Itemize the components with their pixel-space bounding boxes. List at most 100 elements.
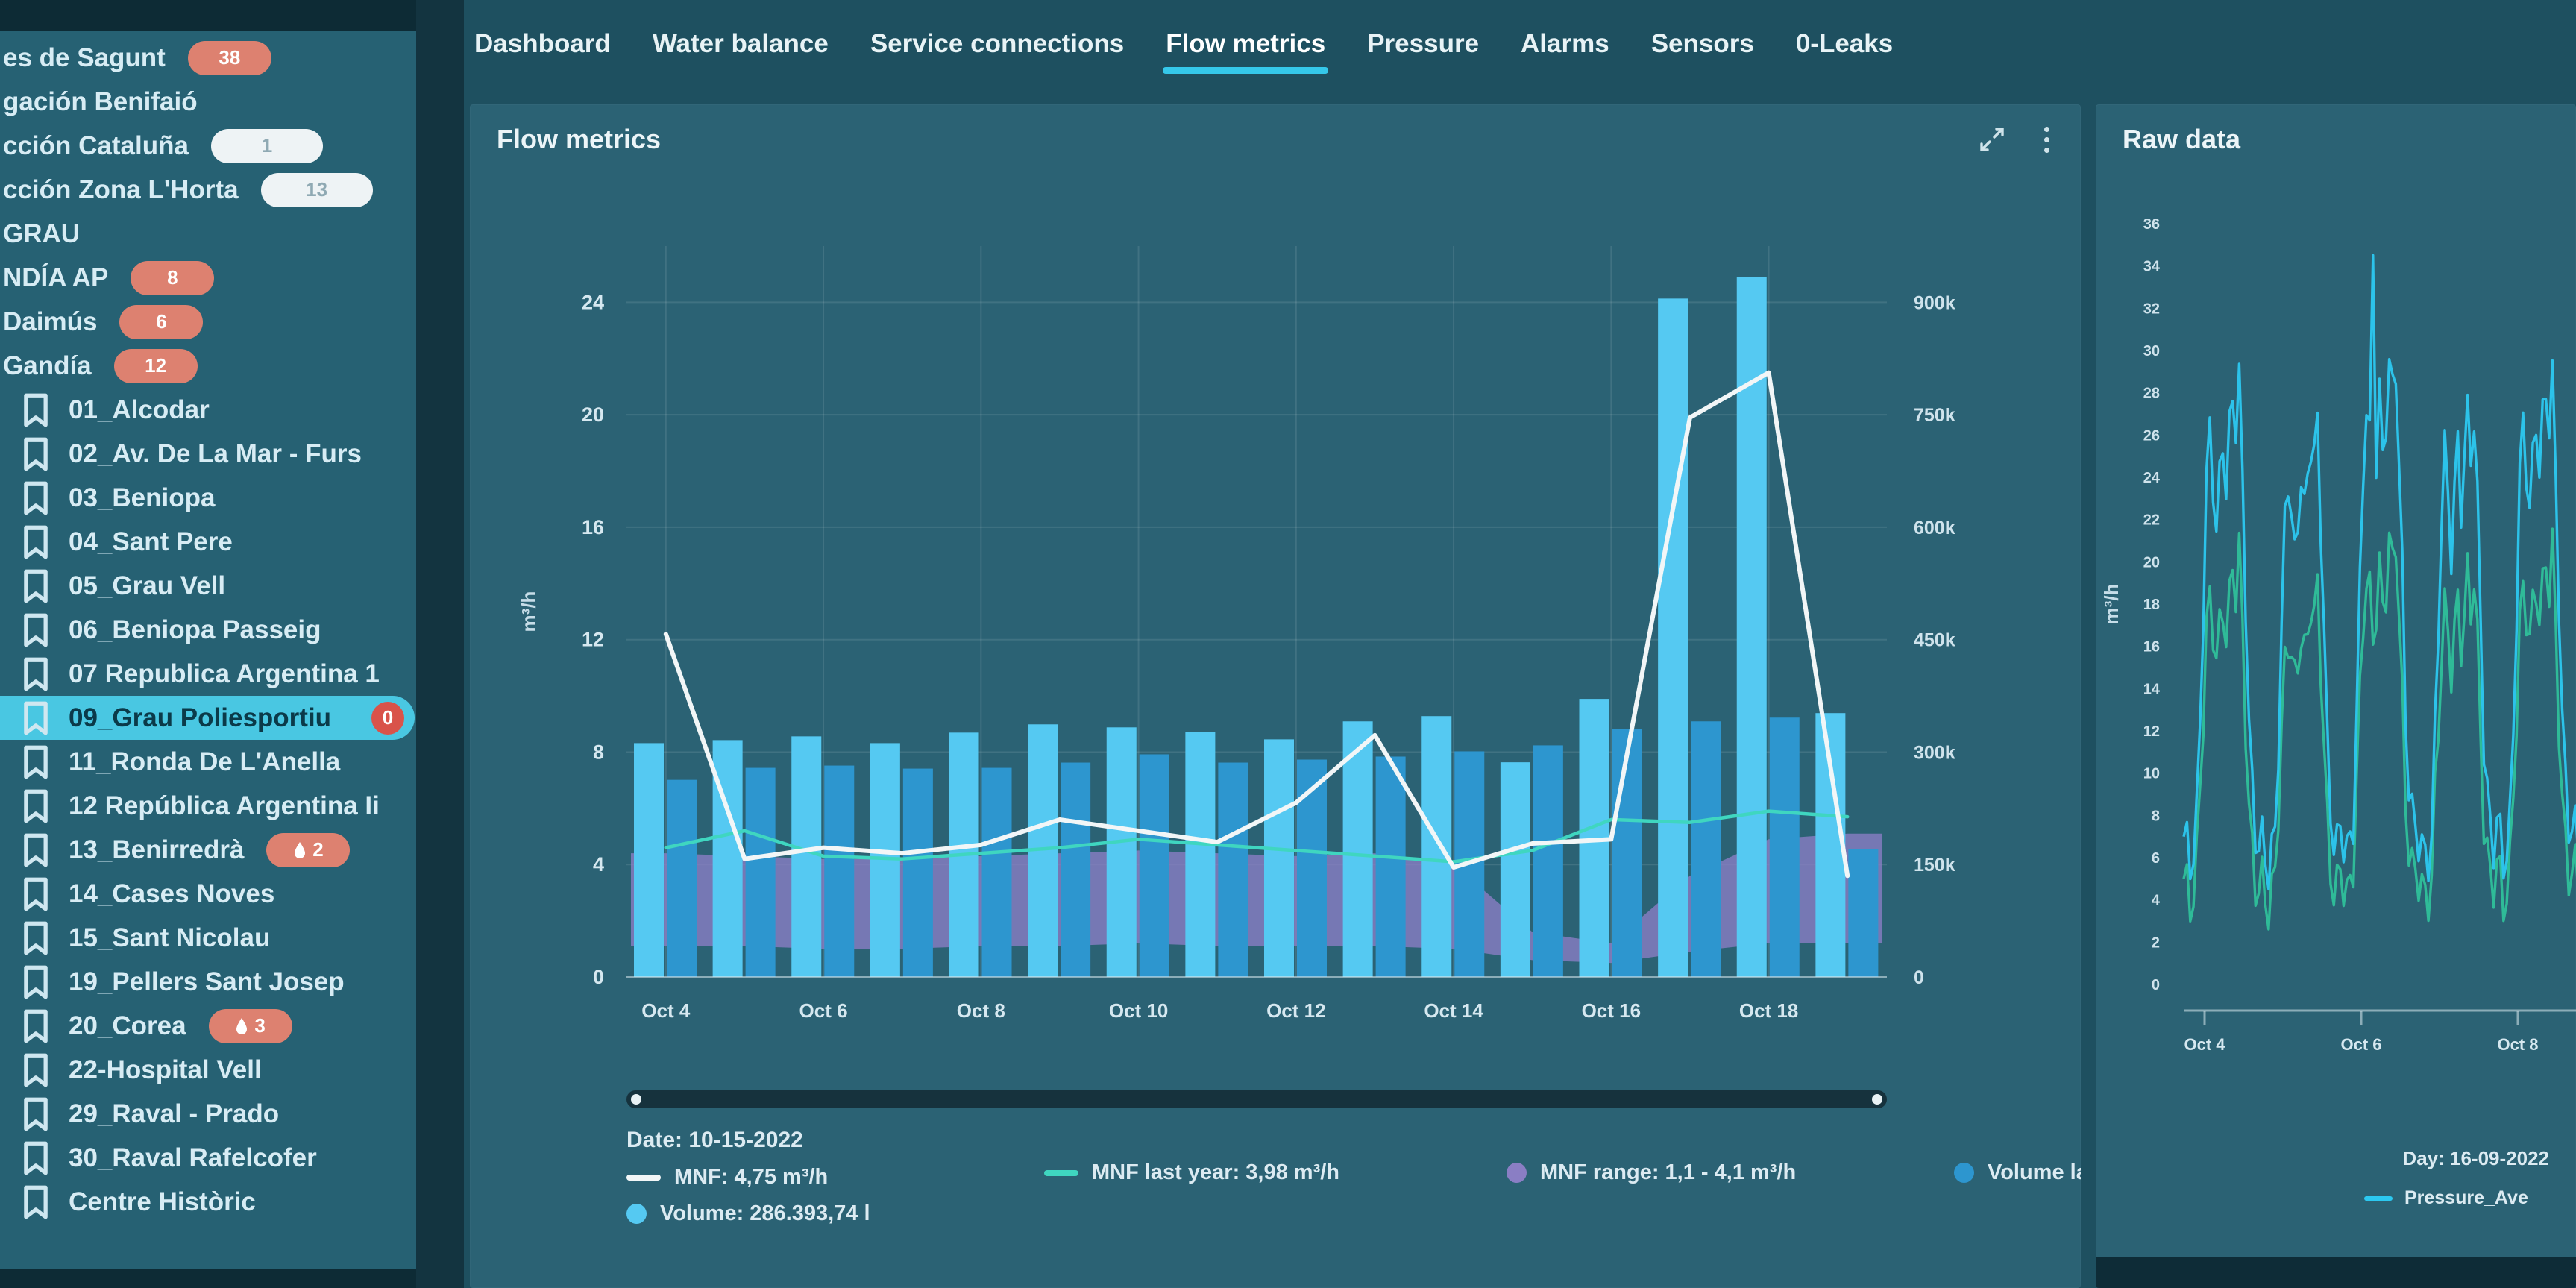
count-badge: 8 [131, 260, 215, 295]
kebab-menu-icon[interactable] [2040, 125, 2054, 154]
flow-chart-scrollbar[interactable] [626, 1090, 1887, 1108]
bookmark-icon [24, 1097, 48, 1131]
sidebar-item[interactable]: 02_Av. De La Mar - Furs [0, 432, 416, 476]
nav-tabs: Dashboard Water balance Service connection… [464, 0, 2576, 88]
svg-text:Oct 18: Oct 18 [1739, 999, 1799, 1022]
bookmark-icon [24, 613, 48, 647]
mnf-last-year-line-swatch [1044, 1169, 1078, 1176]
legend-item-volume-last-year[interactable]: Volume last year: 274.531,22 l [1954, 1160, 2081, 1185]
sidebar-item-label: 06_Beniopa Passeig [69, 615, 321, 644]
svg-text:Oct 6: Oct 6 [799, 999, 848, 1022]
expand-icon[interactable] [1979, 126, 2005, 153]
sidebar-item[interactable]: es de Sagunt 38 [0, 36, 416, 80]
bookmark-icon [24, 701, 48, 735]
svg-text:Oct 4: Oct 4 [641, 999, 691, 1022]
count-badge: 12 [113, 348, 198, 383]
sidebar-item[interactable]: 05_Grau Vell [0, 564, 416, 608]
svg-text:Oct 14: Oct 14 [1424, 999, 1483, 1022]
sidebar-item[interactable]: Centre Històric [0, 1180, 416, 1224]
sidebar-item[interactable]: Daimús 6 [0, 300, 416, 344]
sidebar-item[interactable]: gación Benifaió [0, 80, 416, 124]
sidebar-item-label: 02_Av. De La Mar - Furs [69, 439, 362, 468]
tab-service-connections[interactable]: Service connections [870, 29, 1125, 58]
tab-flow-metrics[interactable]: Flow metrics [1163, 29, 1329, 74]
sidebar-item[interactable]: 09_Grau Poliesportiu 0 [0, 696, 415, 740]
scrollbar-right-handle[interactable] [1872, 1094, 1882, 1105]
flow-chart-svg[interactable]: Oct 4 Oct 6 Oct 8 Oct 10 Oct 12 Oct 14 Oct 16 O… [492, 194, 2058, 1059]
tab-pressure[interactable]: Pressure [1367, 29, 1480, 58]
sidebar-item[interactable]: GRAU [0, 212, 416, 256]
svg-text:900k: 900k [1914, 292, 1955, 313]
sidebar-item[interactable]: 04_Sant Pere [0, 520, 416, 564]
svg-text:Oct 8: Oct 8 [957, 999, 1005, 1022]
sidebar-item[interactable]: 19_Pellers Sant Josep [0, 960, 416, 1004]
sidebar-item[interactable]: 29_Raval - Prado [0, 1092, 416, 1136]
tab-alarms[interactable]: Alarms [1521, 29, 1609, 58]
bookmark-icon [24, 393, 48, 427]
sidebar-item[interactable]: 20_Corea 3 [0, 1004, 416, 1048]
svg-text:m³/h: m³/h [518, 591, 540, 632]
sidebar-item-label: 05_Grau Vell [69, 571, 226, 600]
sidebar-item[interactable]: 12 República Argentina Ii [0, 784, 416, 828]
svg-text:450k: 450k [1914, 630, 1955, 651]
count-badge: 13 [260, 172, 373, 207]
main-area: Dashboard Water balance Service connection… [464, 0, 2576, 1288]
svg-text:34: 34 [2143, 259, 2161, 275]
tab-sensors[interactable]: Sensors [1650, 29, 1754, 58]
sidebar-item-label: gación Benifaió [3, 87, 198, 116]
sidebar-item-label: 14_Cases Noves [69, 879, 275, 908]
sidebar-item-label: 11_Ronda De L'Anella [69, 747, 341, 776]
count-badge: 38 [187, 40, 271, 75]
bookmark-icon [24, 1053, 48, 1087]
sidebar-item[interactable]: NDÍA AP 8 [0, 256, 416, 300]
sidebar-item[interactable]: 07 Republica Argentina 1 [0, 652, 416, 696]
sidebar-item[interactable]: 11_Ronda De L'Anella [0, 740, 416, 784]
bookmark-icon [24, 921, 48, 955]
sidebar-item[interactable]: 01_Alcodar [0, 388, 416, 432]
svg-text:Oct 4: Oct 4 [2184, 1035, 2225, 1054]
sidebar-item[interactable]: Gandía 12 [0, 344, 416, 388]
sidebar-item[interactable]: 06_Beniopa Passeig [0, 608, 416, 652]
sidebar-item[interactable]: 30_Raval Rafelcofer [0, 1136, 416, 1180]
mnf-line-swatch [626, 1174, 661, 1181]
bookmark-icon [24, 437, 48, 471]
svg-text:Oct 16: Oct 16 [1582, 999, 1642, 1022]
tab-0-leaks[interactable]: 0-Leaks [1795, 29, 1894, 58]
legend-item-mnf-last-year[interactable]: MNF last year: 3,98 m³/h [1044, 1160, 1507, 1185]
sidebar-item-label: Daimús [3, 307, 98, 336]
raw-chart-svg[interactable]: 024681012141618202224262830323436m³/hOct… [2100, 194, 2576, 1134]
raw-chart-legend[interactable]: Pressure_Ave [2364, 1187, 2576, 1209]
legend-item-mnf[interactable]: MNF: 4,75 m³/h [626, 1165, 1044, 1190]
count-badge: 1 [210, 128, 323, 163]
bookmark-icon [24, 569, 48, 603]
tab-water-balance[interactable]: Water balance [652, 29, 829, 58]
svg-text:16: 16 [2143, 639, 2160, 656]
sidebar-item[interactable]: 03_Beniopa [0, 476, 416, 520]
content-row: Flow metrics Oct 4 Oct 6 Oct 8 Oct 10 Oct 12… [470, 104, 2576, 1288]
volume-last-year-dot-swatch [1954, 1163, 1974, 1183]
sidebar-item-label: cción Cataluña [3, 131, 189, 160]
sidebar-item[interactable]: cción Cataluña 1 [0, 124, 416, 168]
legend-item-volume[interactable]: Volume: 286.393,74 l [626, 1201, 1044, 1226]
legend-item-mnf-range[interactable]: MNF range: 1,1 - 4,1 m³/h [1507, 1160, 1954, 1185]
raw-panel-title: Raw data [2123, 124, 2241, 154]
scrollbar-left-handle[interactable] [631, 1094, 641, 1105]
sidebar-item[interactable]: 13_Benirredrà 2 [0, 828, 416, 872]
svg-text:Oct 6: Oct 6 [2340, 1035, 2381, 1054]
sidebar-item-label: 15_Sant Nicolau [69, 923, 271, 952]
sidebar-item[interactable]: 22-Hospital Vell [0, 1048, 416, 1092]
sidebar-item[interactable]: 15_Sant Nicolau [0, 916, 416, 960]
svg-text:4: 4 [593, 853, 604, 876]
bookmark-icon [24, 789, 48, 823]
sidebar-item[interactable]: cción Zona L'Horta 13 [0, 168, 416, 212]
raw-day-label: Day: 16-09-2022 [2402, 1147, 2549, 1169]
svg-text:m³/h: m³/h [2100, 584, 2123, 625]
raw-scrollbar[interactable] [2096, 1257, 2576, 1288]
tab-dashboard[interactable]: Dashboard [474, 29, 611, 58]
sidebar-list: es de Sagunt 38 gación Benifaió cción Catal… [0, 36, 416, 1224]
sidebar-item[interactable]: 14_Cases Noves [0, 872, 416, 916]
bookmark-icon [24, 1009, 48, 1043]
svg-text:8: 8 [2152, 808, 2160, 824]
svg-text:Oct 12: Oct 12 [1266, 999, 1326, 1022]
